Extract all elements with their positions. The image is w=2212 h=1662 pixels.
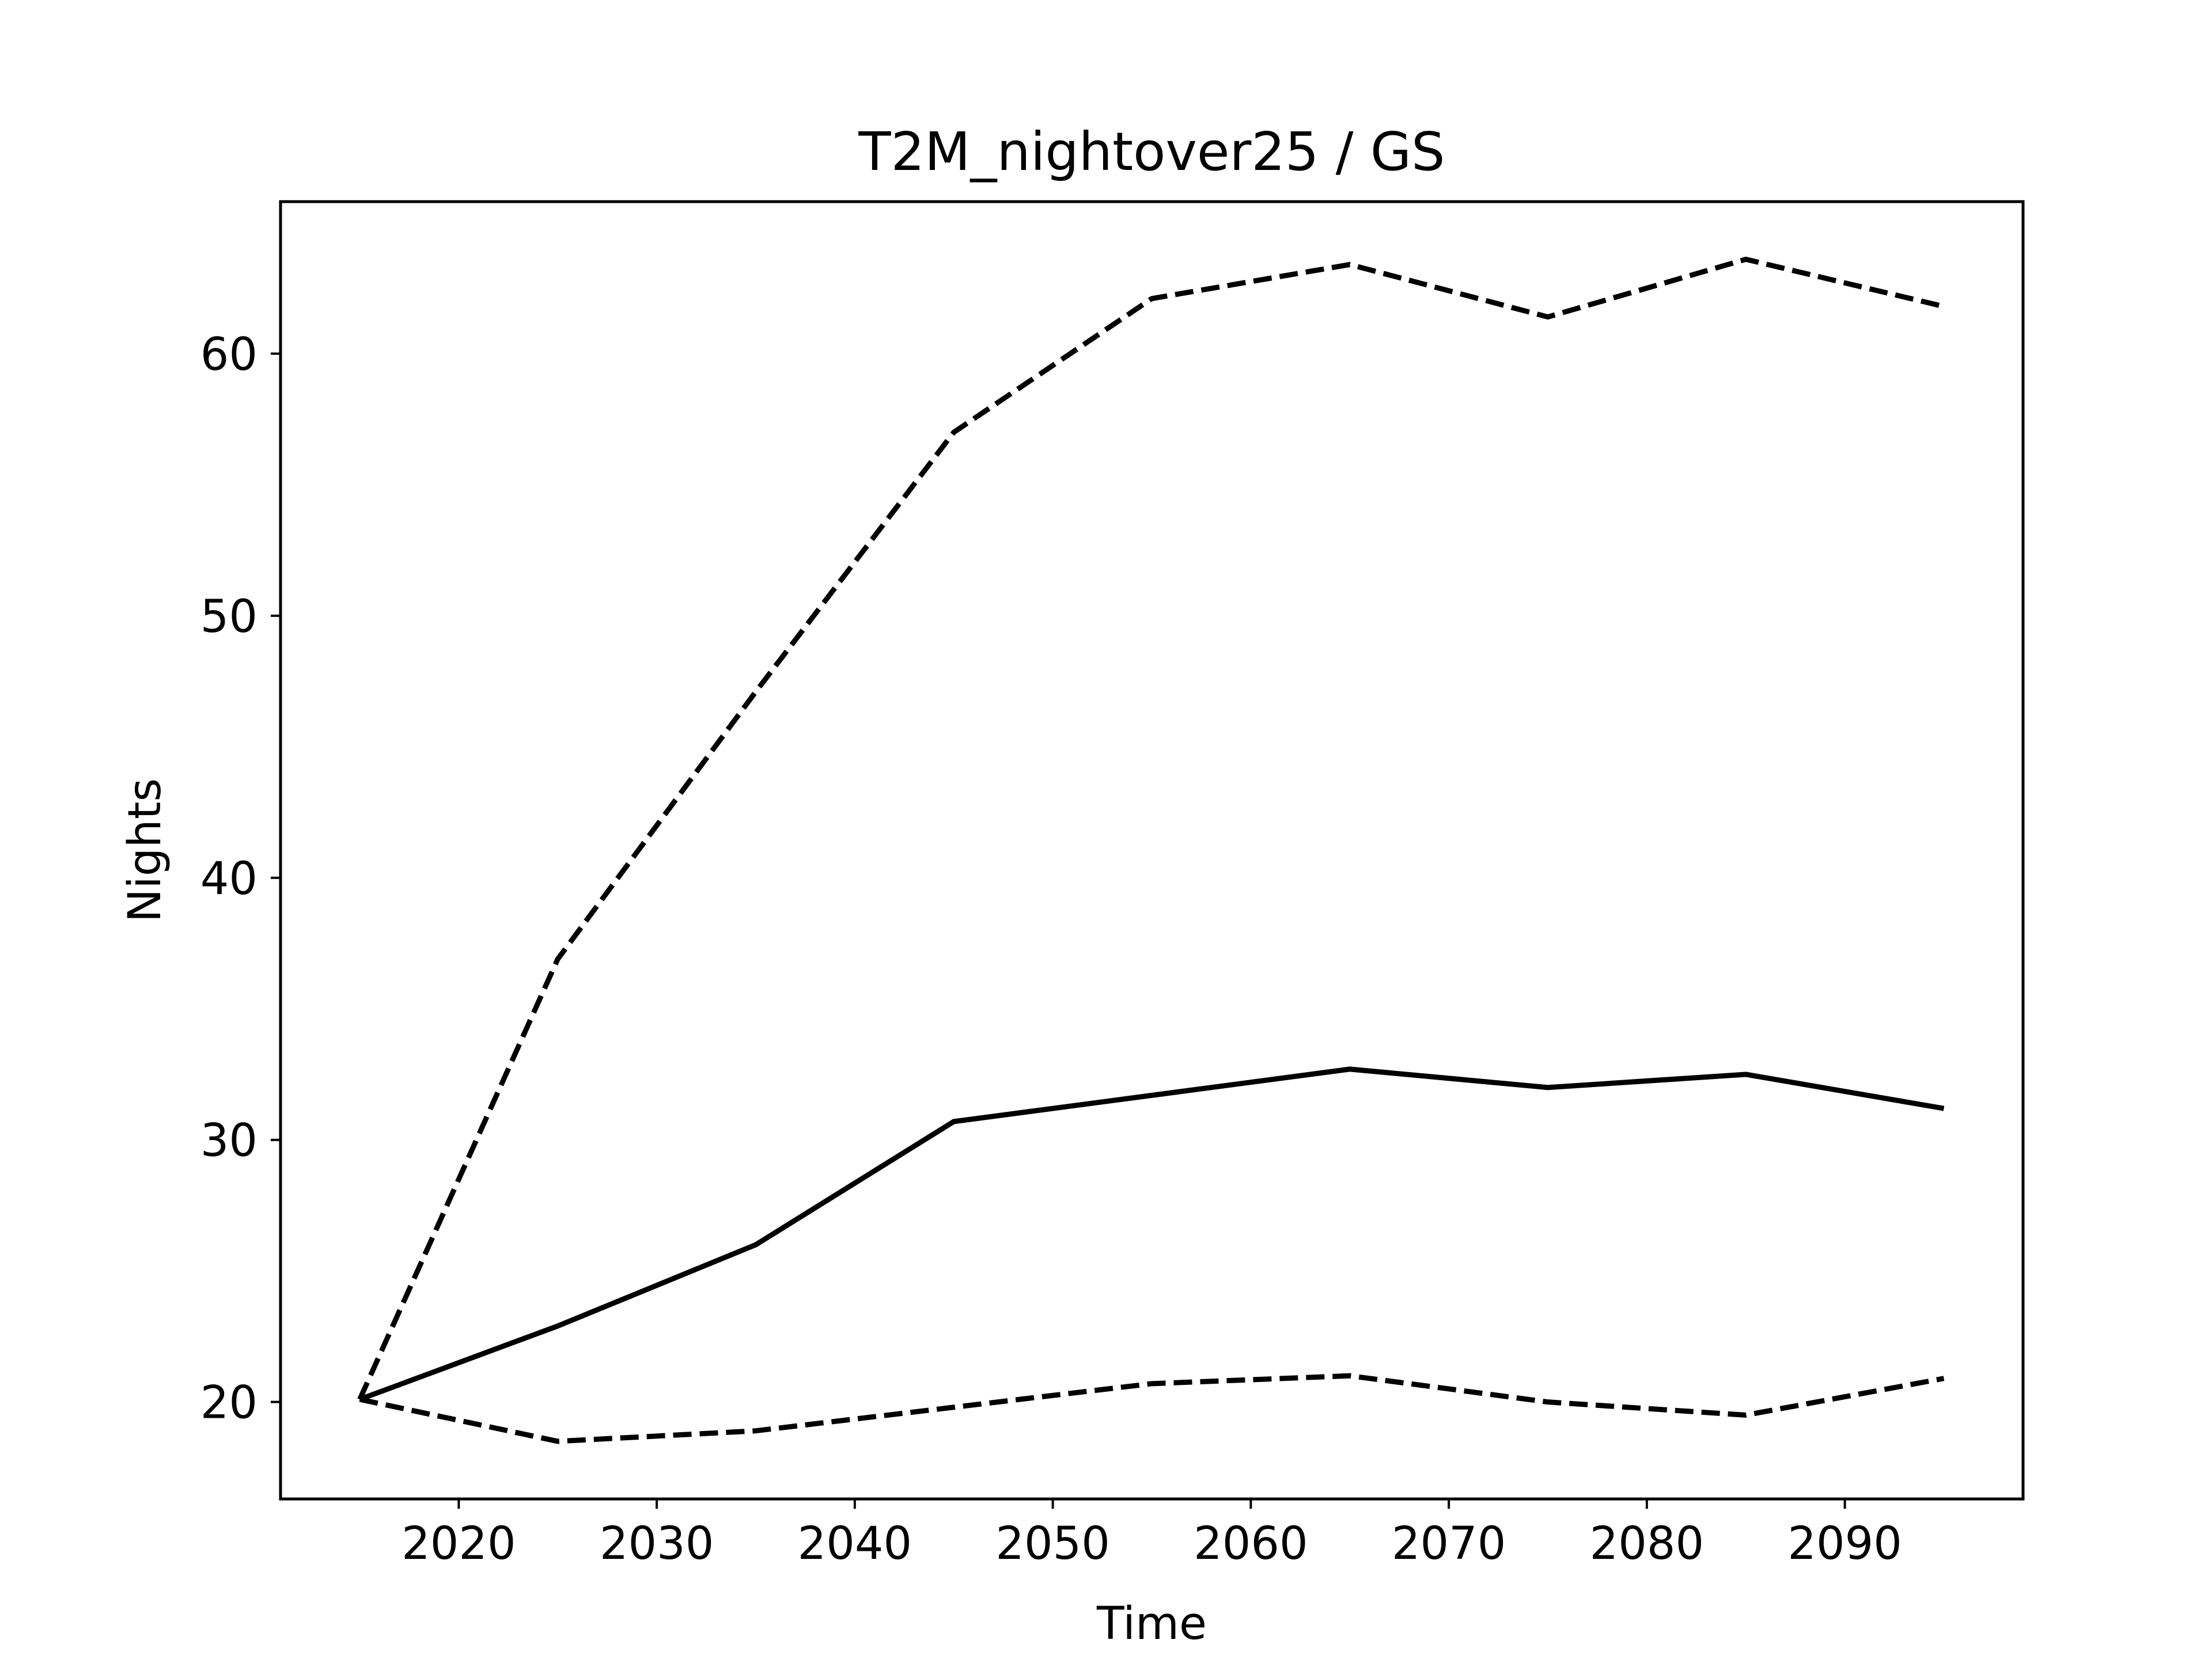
series-lower-dashed	[359, 1373, 1945, 1444]
y-axis-label: Nights	[119, 778, 171, 922]
x-tick-label-2070: 2070	[1392, 1518, 1506, 1570]
series-median-solid	[358, 1066, 1945, 1402]
x-axis-label: Time	[1096, 1598, 1207, 1650]
series-layer	[357, 256, 1945, 1444]
plot-frame	[279, 200, 2025, 1501]
x-tick-label-2060: 2060	[1194, 1518, 1308, 1570]
y-tick-label-40: 40	[200, 853, 257, 905]
y-tick-label-30: 30	[200, 1115, 257, 1167]
chart-title: T2M_nightover25 / GS	[858, 121, 1445, 183]
x-tick-label-2020: 2020	[402, 1518, 516, 1570]
y-tick-label-50: 50	[200, 591, 257, 643]
x-tick-label-2050: 2050	[995, 1518, 1110, 1570]
x-tick-label-2080: 2080	[1590, 1518, 1705, 1570]
x-tick-label-2040: 2040	[798, 1518, 912, 1570]
y-tick-label-20: 20	[200, 1377, 257, 1429]
x-tick-label-2030: 2030	[600, 1518, 714, 1570]
y-tick-label-60: 60	[200, 329, 257, 381]
x-tick-label-2090: 2090	[1787, 1518, 1902, 1570]
ticks-layer: 2020 2030 2040 2050 2060 2070 2080 209020304050…	[200, 329, 1902, 1570]
series-upper-dashed	[357, 256, 1945, 1400]
